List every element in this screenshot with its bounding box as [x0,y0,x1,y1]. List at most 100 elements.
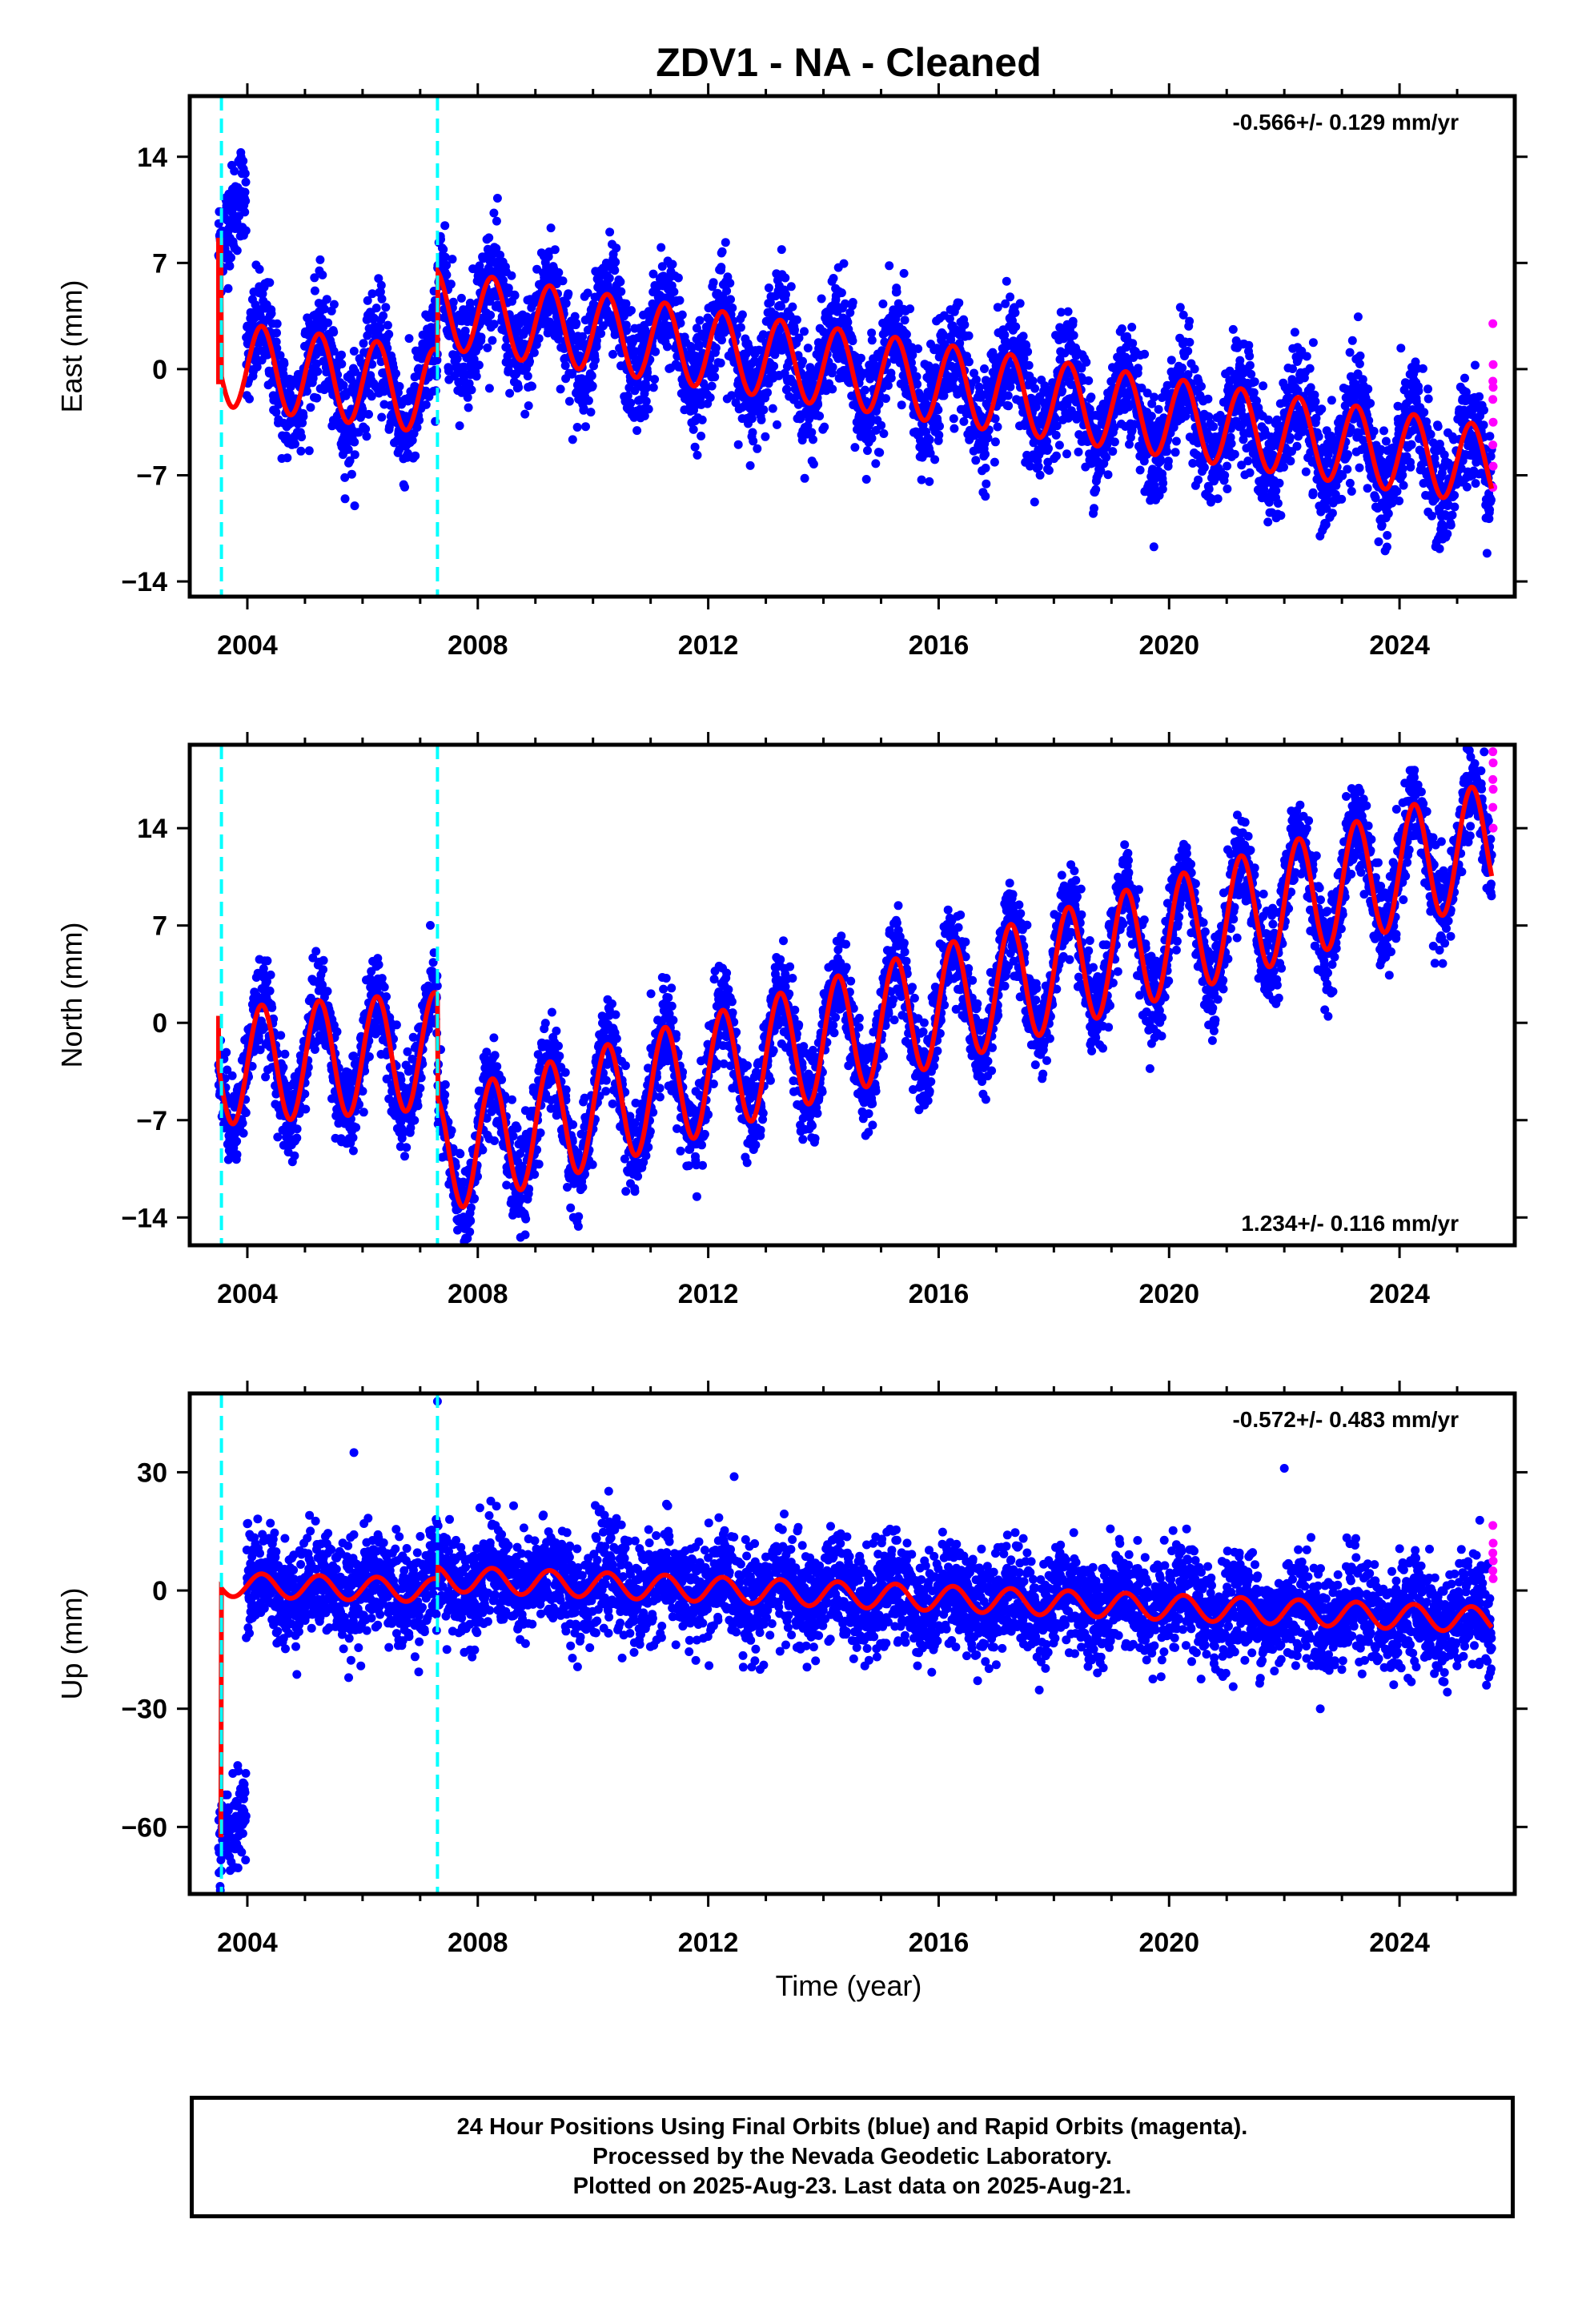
data-point [983,433,993,443]
data-point [579,404,588,413]
data-point [306,403,315,412]
data-point [1108,447,1118,456]
data-point [1419,408,1429,417]
data-point [610,266,620,275]
data-point [616,287,626,296]
data-point [1062,449,1071,459]
data-point [1275,478,1284,488]
data-point [1051,430,1061,440]
data-point [980,364,989,373]
data-point [905,304,915,314]
data-point [1418,364,1427,373]
data-point [875,448,885,457]
data-point [363,331,372,340]
data-point [1355,463,1364,472]
data-point [529,348,539,357]
data-point [381,303,391,312]
data-point [299,412,308,421]
data-point [981,464,990,472]
data-point [1363,384,1373,394]
data-point [764,283,773,292]
data-point [677,310,687,320]
data-point [304,446,314,456]
data-point [1030,497,1039,507]
data-point [709,364,719,374]
data-point [1069,331,1078,340]
data-point [722,286,732,296]
data-point [1006,292,1015,302]
data-point [800,327,809,336]
data-point [1369,427,1379,436]
data-point [643,372,652,382]
data-point [337,360,347,368]
data-point [1244,340,1254,350]
data-point [848,298,857,307]
data-point [1091,485,1101,494]
data-point [558,276,568,286]
data-point [1407,440,1416,449]
data-point [400,482,409,492]
data-point [1227,439,1236,448]
data-point [267,309,276,318]
x-tick-label: 2016 [909,630,970,661]
data-point [1383,531,1392,540]
data-point [1406,462,1415,472]
data-point [345,456,355,465]
data-point [1166,356,1176,365]
data-point [1475,392,1484,401]
data-point [258,289,267,299]
data-point [1209,422,1219,432]
data-point [912,372,921,381]
data-point [753,444,762,453]
data-point [239,156,248,166]
data-point [1004,401,1014,411]
data-point [845,308,855,317]
data-point [311,359,321,368]
data-point [415,416,424,425]
data-point [1311,396,1320,406]
data-point [1243,456,1253,466]
data-point [1382,542,1391,552]
data-point [588,381,597,391]
data-point [528,381,536,391]
data-point [1399,480,1408,490]
data-point [1084,376,1094,385]
data-point [1235,356,1245,365]
data-point [1308,488,1318,497]
rapid-point [1488,461,1498,471]
rapid-point [1488,383,1498,392]
data-point [1223,485,1232,493]
data-point [340,494,350,504]
data-point [813,400,823,409]
data-point [525,356,534,366]
data-point [570,312,580,321]
data-point [1175,303,1185,312]
data-point [469,355,479,364]
data-point [879,429,889,438]
data-point [375,323,385,332]
data-point [568,435,577,444]
data-point [608,349,617,359]
data-point [1259,381,1268,391]
data-point [1423,394,1433,404]
data-point [817,294,826,304]
data-point [439,244,448,254]
x-tick-label: 2020 [1138,630,1199,661]
data-point [1308,338,1318,348]
data-point [949,414,958,424]
data-point [367,289,377,299]
data-point [981,449,990,459]
data-point [981,492,990,501]
data-point [383,320,392,330]
data-point [621,299,631,308]
data-point [351,367,360,376]
data-point [343,444,353,454]
data-point [275,351,285,360]
data-point [644,404,653,414]
data-point [707,381,717,391]
data-point [925,476,934,486]
y-tick-label: −14 [121,567,167,597]
data-point [727,391,737,400]
data-point [1230,449,1239,459]
gps-time-series-figure: ZDV1 - NA - Cleaned 2004 2008 2012 2016 2020… [55,40,1528,2002]
